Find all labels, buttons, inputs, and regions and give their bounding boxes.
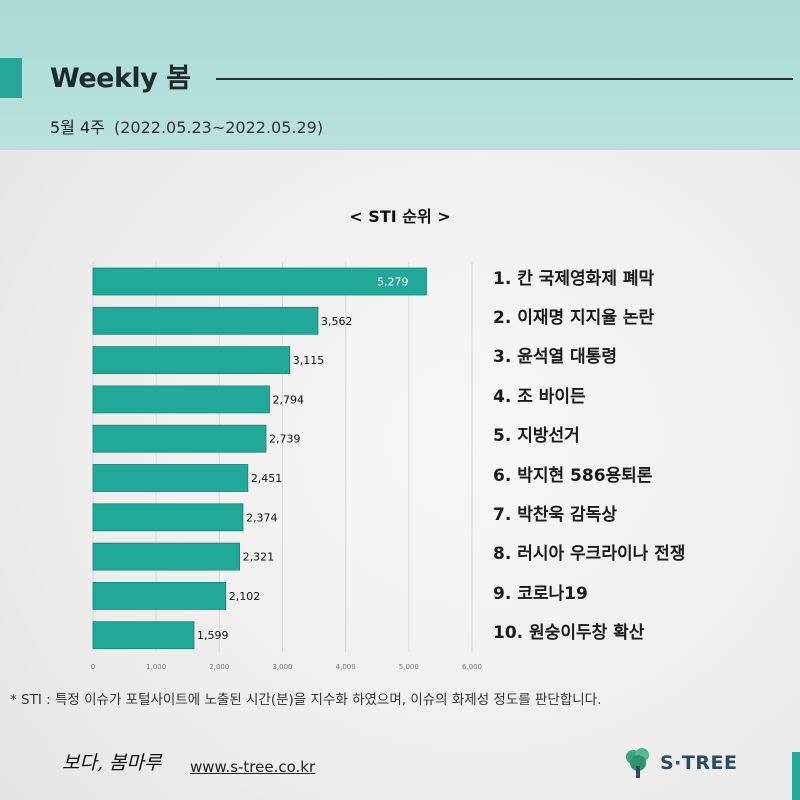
rank-item-8: 8. 러시아 우크라이나 전쟁 <box>493 544 686 564</box>
x-tick-label-3: 3,000 <box>272 663 292 671</box>
footnote: * STI : 특정 이슈가 포털사이트에 노출된 시간(분)을 지수화 하였으… <box>10 692 602 708</box>
x-tick-label-5: 5,000 <box>399 663 419 671</box>
rank-item-1: 1. 칸 국제영화제 폐막 <box>493 269 655 289</box>
rank-item-2: 2. 이재명 지지율 논란 <box>493 308 655 328</box>
bar-value-label-2: 3,562 <box>321 315 353 328</box>
bar-value-label-9: 2,102 <box>229 590 261 603</box>
header-banner <box>0 0 800 150</box>
rank-item-10: 10. 원숭이두창 확산 <box>493 623 645 643</box>
x-tick-label-0: 0 <box>91 663 95 671</box>
header-accent-bar <box>0 58 22 98</box>
x-tick-label-4: 4,000 <box>336 663 356 671</box>
bar-value-label-8: 2,321 <box>243 551 275 564</box>
rank-item-5: 5. 지방선거 <box>493 426 580 446</box>
bar-value-label-3: 3,115 <box>293 354 325 367</box>
bar-6 <box>92 464 249 492</box>
bar-value-label-7: 2,374 <box>246 511 278 524</box>
bar-value-label-1: 5,279 <box>377 276 409 289</box>
bar-9 <box>92 582 227 610</box>
bar-value-label-5: 2,739 <box>269 433 301 446</box>
chart-title: < STI 순위 > <box>349 207 451 226</box>
stree-logo: S·TREE <box>622 745 737 781</box>
corner-accent-bar <box>792 752 800 800</box>
x-tick-label-2: 2,000 <box>209 663 229 671</box>
bar-value-label-6: 2,451 <box>251 472 283 485</box>
bar-3 <box>92 346 291 375</box>
week-info: 5월 4주 (2022.05.23~2022.05.29) <box>50 114 323 138</box>
bar-7 <box>92 503 244 532</box>
rank-item-6: 6. 박지현 586용퇴론 <box>493 466 653 486</box>
rank-item-9: 9. 코로나19 <box>493 584 588 604</box>
bar-10 <box>92 621 195 650</box>
title-divider <box>216 78 793 80</box>
bar-value-label-4: 2,794 <box>272 393 304 406</box>
tree-icon <box>626 748 649 778</box>
bar-4 <box>92 385 270 414</box>
bar-2 <box>92 306 319 335</box>
bar-8 <box>92 542 241 571</box>
x-tick-label-6: 6,000 <box>462 663 482 671</box>
bar-1 <box>92 267 427 296</box>
bar-value-label-10: 1,599 <box>197 629 229 642</box>
signature: 보다, 봄마루 <box>62 752 162 774</box>
x-tick-label-1: 1,000 <box>146 663 166 671</box>
rank-item-3: 3. 윤석열 대통령 <box>493 347 617 367</box>
bar-5 <box>92 424 267 453</box>
page-title: Weekly 봄 <box>50 63 191 94</box>
week-label: 5월 4주 <box>50 118 105 137</box>
date-range: (2022.05.23~2022.05.29) <box>113 118 324 137</box>
rank-item-4: 4. 조 바이든 <box>493 387 586 407</box>
rank-item-7: 7. 박찬욱 감독상 <box>493 505 617 525</box>
website-link[interactable]: www.s-tree.co.kr <box>190 758 316 776</box>
logo-text: S·TREE <box>660 752 738 774</box>
